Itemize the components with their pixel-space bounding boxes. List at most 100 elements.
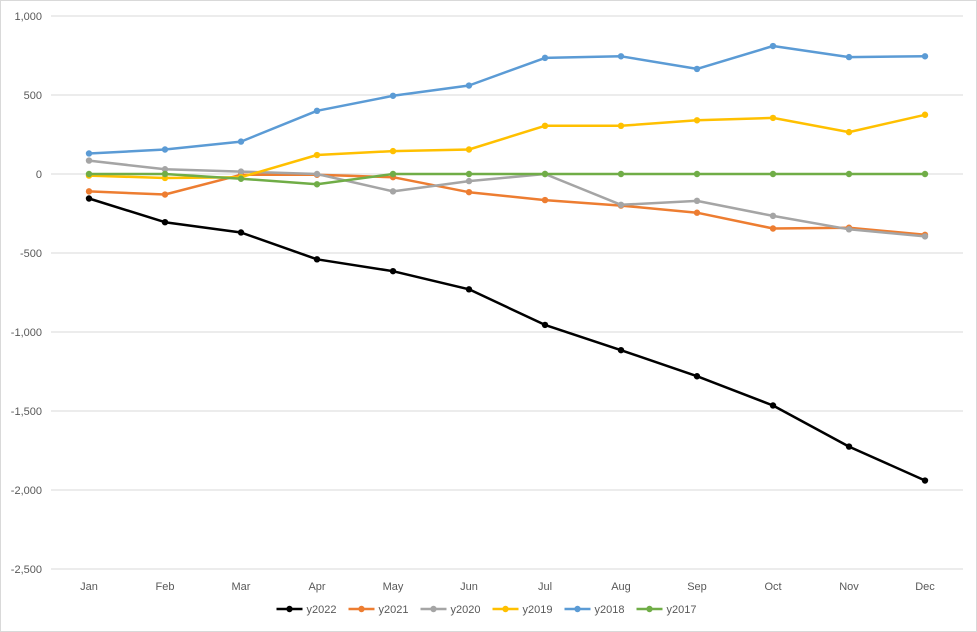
data-point: [313, 151, 321, 159]
legend-marker-icon: [430, 605, 437, 613]
data-point: [389, 147, 397, 155]
y-tick-label: -500: [20, 248, 42, 260]
data-point: [845, 53, 853, 61]
series-line-y2021: [87, 173, 927, 237]
data-point: [85, 188, 93, 195]
series-line-y2018: [87, 44, 927, 155]
series-y2017: [85, 170, 929, 188]
series-y2018: [85, 42, 929, 157]
legend-marker-icon: [646, 605, 653, 613]
legend-label: y2017: [667, 604, 697, 616]
data-point: [237, 229, 245, 236]
data-point: [85, 195, 93, 202]
data-point: [693, 373, 701, 380]
series-lines: [85, 42, 929, 484]
x-tick-label: Apr: [308, 581, 325, 593]
data-point: [541, 321, 549, 329]
data-point: [769, 212, 777, 220]
data-point: [161, 146, 169, 153]
data-point: [313, 256, 321, 263]
data-point: [617, 122, 625, 130]
legend-marker-icon: [358, 605, 365, 613]
x-tick-label: Feb: [156, 581, 175, 593]
y-tick-label: 1,000: [14, 11, 42, 23]
legend-marker-icon: [502, 605, 509, 613]
series-line-y2020: [87, 159, 927, 238]
legend-label: y2020: [451, 604, 481, 616]
data-point: [617, 170, 625, 178]
data-point: [313, 170, 321, 178]
x-tick-label: Nov: [839, 581, 859, 593]
data-point: [313, 107, 321, 115]
data-point: [465, 177, 473, 185]
x-tick-label: Jan: [80, 581, 98, 593]
x-tick-label: Jul: [538, 581, 552, 593]
y-tick-label: -1,000: [11, 327, 42, 339]
x-tick-label: Aug: [611, 581, 631, 593]
data-point: [313, 181, 321, 188]
data-point: [237, 138, 245, 145]
data-point: [921, 111, 929, 118]
data-point: [921, 170, 929, 178]
data-point: [237, 168, 245, 175]
x-tick-label: Sep: [687, 581, 707, 593]
x-axis-ticks: Jan Feb Mar Apr May Jun Jul Aug Sep Oct Nov Dec: [80, 581, 935, 593]
data-point: [617, 346, 625, 354]
data-point: [465, 188, 473, 196]
data-point: [161, 166, 169, 173]
legend-entry-y2022: y2022: [276, 604, 337, 616]
data-point: [693, 65, 701, 73]
x-tick-label: Dec: [915, 581, 935, 593]
legend-label: y2022: [307, 604, 337, 616]
data-point: [769, 402, 777, 409]
data-point: [845, 170, 853, 178]
legend: y2022 y2021 y2020 y2019 y2018 y2017: [276, 604, 697, 616]
legend-entry-y2019: y2019: [492, 604, 553, 616]
gridlines: [51, 15, 963, 570]
x-tick-label: Oct: [764, 581, 781, 593]
data-point: [921, 477, 929, 484]
data-point: [465, 146, 473, 153]
data-point: [465, 170, 473, 178]
legend-marker-icon: [574, 605, 581, 613]
series-y2022: [85, 195, 929, 484]
data-point: [921, 233, 929, 240]
data-point: [541, 196, 549, 204]
x-tick-label: Mar: [232, 581, 251, 593]
y-axis-ticks: 1,000 500 0 -500 -1,000 -1,500 -2,000 -2,500: [11, 11, 42, 576]
legend-label: y2019: [523, 604, 553, 616]
y-tick-label: 0: [36, 169, 42, 181]
data-point: [541, 170, 549, 178]
data-point: [85, 170, 93, 178]
data-point: [389, 267, 397, 275]
data-point: [845, 128, 853, 136]
y-tick-label: -2,000: [11, 485, 42, 497]
data-point: [617, 53, 625, 60]
x-tick-label: May: [383, 581, 404, 593]
data-point: [237, 175, 245, 182]
data-point: [465, 82, 473, 89]
data-point: [541, 54, 549, 62]
series-line-y2022: [87, 197, 927, 482]
data-point: [541, 122, 549, 130]
data-point: [921, 53, 929, 60]
legend-entry-y2018: y2018: [564, 604, 625, 616]
data-point: [693, 209, 701, 216]
legend-label: y2018: [595, 604, 625, 616]
legend-entry-y2021: y2021: [348, 604, 409, 616]
data-point: [161, 170, 169, 178]
data-point: [845, 443, 853, 450]
y-tick-label: -2,500: [11, 564, 42, 576]
data-point: [85, 157, 93, 164]
legend-entry-y2020: y2020: [420, 604, 481, 616]
legend-label: y2021: [379, 604, 409, 616]
series-line-y2019: [87, 113, 927, 180]
y-tick-label: -1,500: [11, 406, 42, 418]
data-point: [617, 201, 625, 209]
data-point: [161, 218, 169, 226]
data-point: [769, 42, 777, 50]
data-point: [389, 188, 397, 195]
y-tick-label: 500: [24, 90, 42, 102]
